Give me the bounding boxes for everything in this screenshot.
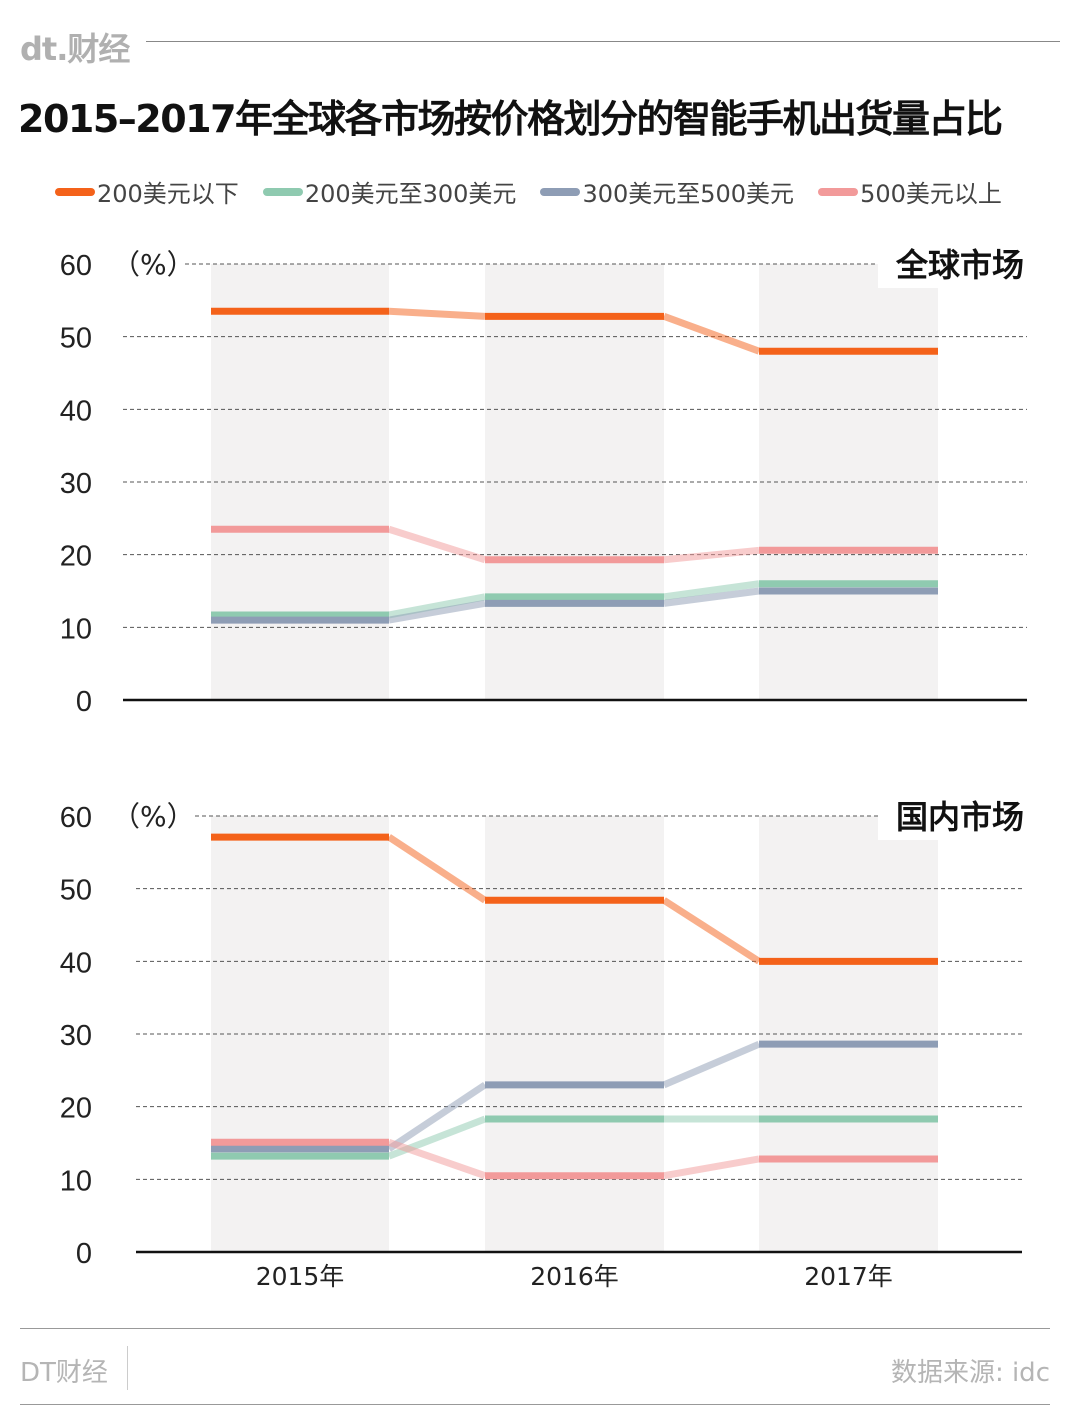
series-connector bbox=[387, 1138, 487, 1180]
header-divider bbox=[146, 41, 1060, 42]
category-band bbox=[759, 264, 938, 700]
footer-source: 数据来源: idc bbox=[890, 1358, 1050, 1388]
series-connector bbox=[662, 1040, 761, 1089]
legend-label: 300美元至500美元 bbox=[582, 180, 795, 208]
category-band bbox=[485, 816, 664, 1252]
y-tick-label: 30 bbox=[60, 468, 92, 500]
series-connector bbox=[662, 313, 761, 355]
chart-title: 2015–2017年全球各市场按价格划分的智能手机出货量占比 bbox=[18, 97, 1003, 141]
panel-label: 国内市场 bbox=[896, 798, 1024, 836]
y-tick-label: 60 bbox=[60, 250, 92, 282]
series-connector bbox=[388, 307, 486, 320]
legend: 200美元以下 200美元至300美元 300美元至500美元 500美元以上 bbox=[55, 174, 1002, 209]
footer-bottom-divider bbox=[20, 1404, 1050, 1405]
series-connector bbox=[663, 546, 760, 564]
x-tick-label: 2015年 bbox=[256, 1262, 345, 1291]
legend-label: 500美元以上 bbox=[860, 180, 1002, 208]
footer-divider bbox=[20, 1328, 1050, 1329]
y-tick-label: 10 bbox=[60, 1165, 92, 1197]
x-tick-label: 2016年 bbox=[530, 1262, 619, 1291]
legend-label: 200美元以下 bbox=[97, 180, 239, 208]
series-connector bbox=[663, 587, 760, 607]
legend-item: 200美元以下 bbox=[55, 174, 239, 209]
y-tick-label: 20 bbox=[60, 541, 92, 573]
legend-swatch bbox=[540, 187, 581, 196]
legend-item: 300美元至500美元 bbox=[540, 174, 794, 209]
footer-separator bbox=[127, 1346, 128, 1390]
series-connector bbox=[387, 834, 487, 904]
panel-label-bg bbox=[878, 240, 1028, 288]
legend-item: 500美元以上 bbox=[818, 174, 1002, 209]
series-connector bbox=[388, 599, 486, 624]
legend-swatch bbox=[55, 187, 95, 196]
panel-label: 全球市场 bbox=[895, 246, 1024, 284]
y-tick-label: 40 bbox=[60, 947, 92, 979]
y-tick-label: 30 bbox=[60, 1020, 92, 1052]
legend-label: 200美元至300美元 bbox=[304, 180, 517, 208]
footer-brand: DT财经 bbox=[20, 1358, 108, 1388]
y-tick-label: 20 bbox=[60, 1093, 92, 1125]
y-tick-label: 50 bbox=[60, 323, 92, 355]
x-tick-label: 2017年 bbox=[804, 1262, 893, 1291]
unit-label: （%） bbox=[112, 800, 195, 833]
y-tick-label: 50 bbox=[60, 875, 92, 907]
y-tick-label: 10 bbox=[60, 613, 92, 645]
series-connector bbox=[388, 593, 486, 619]
legend-swatch bbox=[262, 187, 303, 196]
series-connector bbox=[663, 580, 760, 601]
y-tick-label: 0 bbox=[76, 686, 92, 718]
unit-label: （%） bbox=[112, 248, 195, 281]
panel-label-bg bbox=[878, 792, 1028, 840]
y-tick-label: 0 bbox=[76, 1238, 92, 1270]
logo: dt.财经 bbox=[20, 30, 130, 68]
category-band bbox=[759, 816, 938, 1252]
legend-swatch bbox=[818, 187, 859, 196]
series-connector bbox=[387, 1081, 487, 1152]
series-connector bbox=[663, 1155, 760, 1180]
legend-item: 200美元至300美元 bbox=[262, 174, 517, 209]
series-connector bbox=[662, 897, 761, 965]
y-tick-label: 40 bbox=[60, 395, 92, 427]
y-tick-label: 60 bbox=[60, 802, 92, 834]
series-connector bbox=[387, 525, 487, 564]
